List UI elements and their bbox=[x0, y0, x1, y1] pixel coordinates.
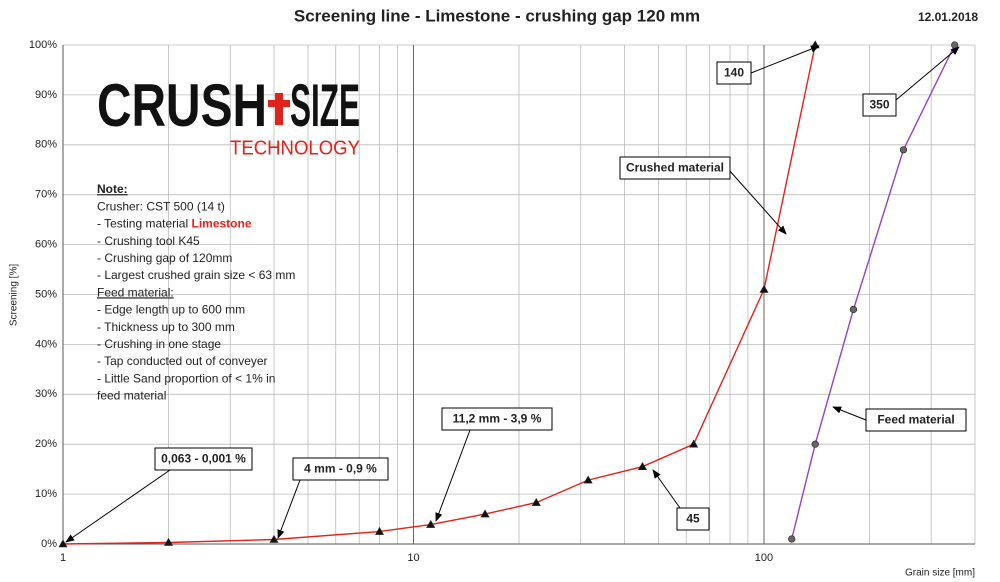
note-line: - Largest crushed grain size < 63 mm bbox=[97, 268, 295, 282]
note-line: - Crushing tool K45 bbox=[97, 234, 200, 248]
series-line bbox=[62, 44, 816, 545]
series-line bbox=[791, 44, 956, 540]
note-text: - Testing material bbox=[97, 217, 191, 231]
point bbox=[689, 439, 699, 448]
y-tick-label: 90% bbox=[35, 89, 57, 101]
annotation: 0,063 - 0,001 % bbox=[161, 452, 246, 466]
x-tick-label: 10 bbox=[407, 552, 419, 564]
point bbox=[899, 146, 908, 154]
callout-arrow bbox=[65, 469, 171, 543]
callout-box bbox=[154, 447, 253, 471]
callout-arrow bbox=[277, 479, 301, 539]
y-tick-label: 80% bbox=[35, 139, 57, 151]
point bbox=[811, 440, 819, 448]
x-axis-label: Grain size [mm] bbox=[905, 568, 975, 579]
legend-label: Crushed material bbox=[626, 161, 724, 175]
note-line: - Little Sand proportion of < 1% in bbox=[97, 371, 275, 385]
point bbox=[480, 509, 490, 518]
logo: CRUSH SIZE TECHNOLOGY bbox=[97, 72, 360, 159]
note-line: - Tap conducted out of conveyer bbox=[97, 354, 268, 368]
y-tick-label: 0% bbox=[41, 538, 57, 550]
callout-arrow bbox=[652, 469, 681, 509]
point bbox=[788, 535, 796, 543]
point bbox=[375, 526, 385, 535]
legend-label: Feed material bbox=[877, 413, 954, 427]
chart-title: Screening line - Limestone - crushing ga… bbox=[294, 6, 700, 25]
annotation: 4 mm - 0,9 % bbox=[304, 462, 377, 476]
annotation: 11,2 mm - 3,9 % bbox=[453, 412, 542, 426]
point bbox=[583, 475, 593, 484]
annotation: 350 bbox=[869, 98, 889, 112]
point bbox=[531, 497, 541, 506]
note-line: feed material bbox=[97, 389, 166, 403]
y-tick-label: 50% bbox=[35, 288, 57, 300]
callout-arrow bbox=[832, 406, 867, 421]
note-highlight: Limestone bbox=[191, 217, 251, 231]
logo-plus bbox=[275, 93, 283, 125]
y-axis-label: Screening [%] bbox=[9, 264, 20, 326]
point bbox=[849, 305, 858, 314]
point bbox=[637, 462, 647, 470]
callout-box bbox=[716, 61, 752, 85]
note-line: - Crushing in one stage bbox=[97, 337, 221, 351]
x-tick-label: 1 bbox=[60, 552, 66, 564]
logo-main: CRUSH bbox=[97, 72, 267, 139]
point bbox=[810, 40, 820, 49]
date: 12.01.2018 bbox=[918, 10, 978, 24]
callout-box bbox=[676, 507, 710, 531]
point bbox=[759, 284, 769, 293]
x-tick-label: 100 bbox=[755, 552, 773, 564]
note-line: - Edge length up to 600 mm bbox=[97, 303, 245, 317]
y-tick-label: 40% bbox=[35, 338, 57, 350]
point bbox=[58, 539, 68, 548]
y-tick-label: 10% bbox=[35, 488, 57, 500]
callout-box bbox=[441, 407, 553, 431]
annotation: 140 bbox=[724, 66, 744, 80]
note-line: - Thickness up to 300 mm bbox=[97, 320, 235, 334]
callout-box bbox=[619, 156, 731, 180]
note-line: Note: bbox=[97, 182, 128, 196]
y-tick-label: 20% bbox=[35, 438, 57, 450]
annotation: 45 bbox=[686, 512, 700, 526]
note-line: - Testing material Limestone bbox=[97, 217, 252, 231]
callout-arrow bbox=[750, 45, 820, 74]
point bbox=[951, 41, 959, 49]
logo-second: SIZE bbox=[290, 72, 360, 139]
y-tick-label: 60% bbox=[35, 239, 57, 251]
callout-arrow bbox=[435, 429, 471, 522]
callout-arrow bbox=[728, 169, 787, 235]
y-tick-label: 30% bbox=[35, 388, 57, 400]
callout-box bbox=[292, 457, 389, 481]
note-line: Feed material: bbox=[97, 285, 174, 299]
callout-box bbox=[865, 408, 967, 432]
note-line: - Crushing gap of 120mm bbox=[97, 251, 232, 265]
point bbox=[163, 537, 174, 546]
point bbox=[426, 519, 436, 528]
point bbox=[269, 534, 279, 543]
callout-arrow bbox=[895, 46, 960, 101]
logo-sub: TECHNOLOGY bbox=[230, 137, 360, 159]
note-line: Crusher: CST 500 (14 t) bbox=[97, 199, 225, 213]
y-tick-label: 70% bbox=[35, 189, 57, 201]
y-tick-label: 100% bbox=[29, 39, 57, 51]
callout-box bbox=[862, 93, 897, 117]
